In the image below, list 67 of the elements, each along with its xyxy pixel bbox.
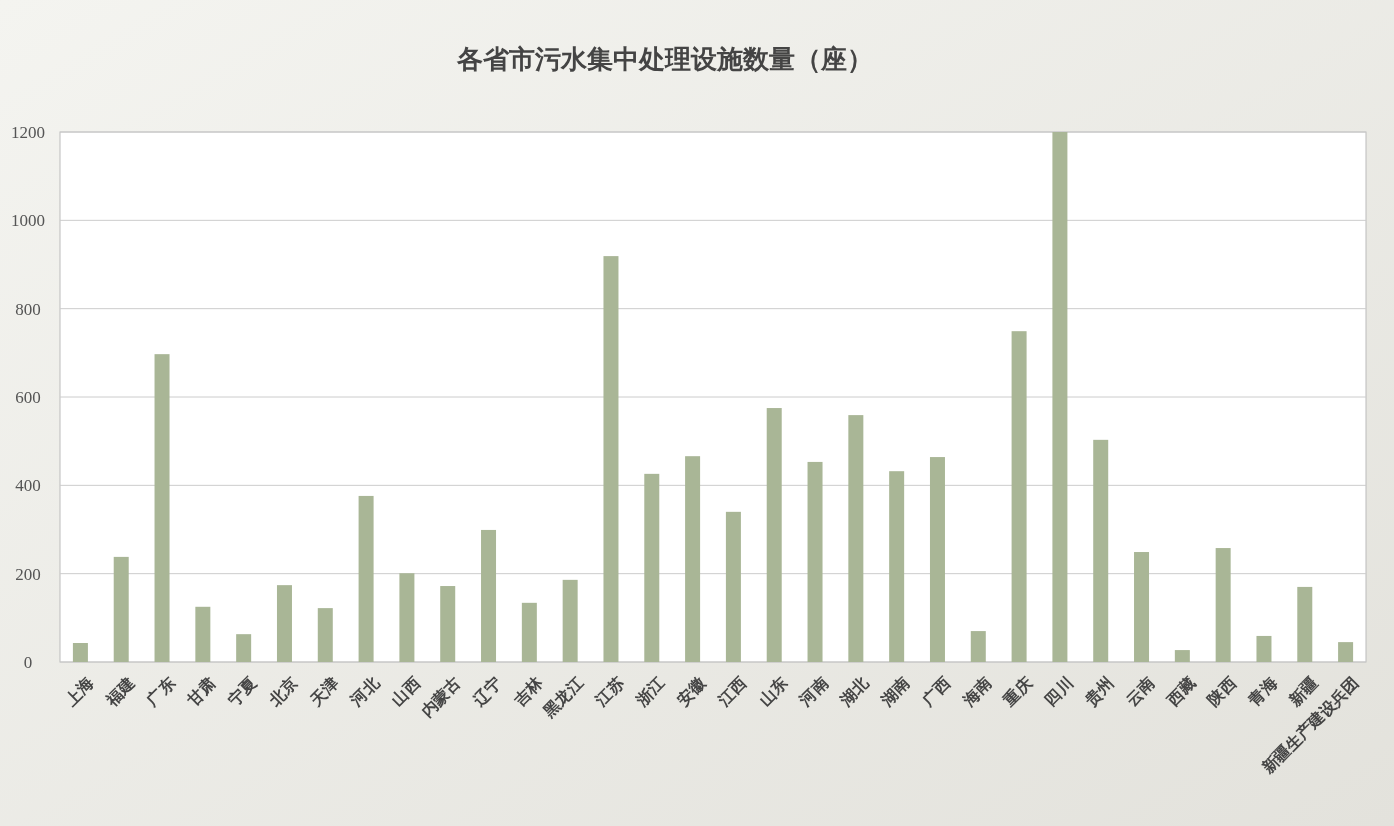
bar <box>521 602 537 662</box>
bar <box>603 256 619 662</box>
bar <box>113 556 129 662</box>
x-tick-label: 江西 <box>714 674 750 710</box>
x-tick-label: 山西 <box>388 674 423 709</box>
x-tick-label: 甘肃 <box>183 674 219 710</box>
x-tick-label: 北京 <box>265 674 301 710</box>
bar <box>1011 331 1027 662</box>
x-tick-label: 湖南 <box>877 674 913 710</box>
bar <box>1338 642 1354 662</box>
x-tick-label: 海南 <box>958 674 995 710</box>
y-tick-label: 200 <box>15 564 41 584</box>
bar <box>1134 552 1150 662</box>
x-tick-label: 陕西 <box>1204 674 1240 709</box>
bar <box>1052 132 1068 662</box>
bar <box>970 631 986 662</box>
bar <box>889 471 905 662</box>
x-tick-label: 四川 <box>1041 674 1076 709</box>
x-tick-label: 贵州 <box>1081 674 1118 711</box>
y-tick-label: 400 <box>15 476 41 496</box>
x-tick-label: 广西 <box>918 674 954 710</box>
bar <box>317 608 333 662</box>
bar <box>236 634 252 662</box>
bar <box>1093 439 1109 662</box>
x-tick-label: 宁夏 <box>224 673 260 709</box>
x-tick-label: 江苏 <box>591 674 628 710</box>
bar <box>276 585 292 662</box>
x-tick-label: 广东 <box>142 674 179 710</box>
x-tick-label: 西藏 <box>1163 674 1199 710</box>
x-tick-label: 安徽 <box>673 672 710 709</box>
bar <box>807 461 823 662</box>
bar <box>358 495 374 662</box>
bar <box>481 529 497 662</box>
x-tick-label: 河北 <box>346 673 383 710</box>
bar <box>562 579 578 662</box>
y-tick-label: 800 <box>15 299 41 319</box>
x-tick-label: 福建 <box>101 674 138 710</box>
x-tick-label: 山东 <box>755 674 791 709</box>
bar <box>725 511 741 662</box>
x-tick-label: 上海 <box>61 674 97 710</box>
x-tick-label: 辽宁 <box>468 673 505 710</box>
y-tick-label: 0 <box>23 653 33 672</box>
bar <box>929 457 945 662</box>
chart-title: 各省市污水集中处理设施数量（座） <box>456 45 873 74</box>
bar <box>1174 650 1190 662</box>
bar <box>1297 586 1313 662</box>
bar <box>848 415 864 662</box>
x-tick-label: 湖北 <box>836 673 873 710</box>
bar <box>195 606 211 662</box>
x-tick-label: 青海 <box>1244 674 1281 710</box>
y-tick-label: 1200 <box>11 123 45 142</box>
bar <box>399 573 415 662</box>
y-tick-label: 600 <box>15 388 41 407</box>
x-tick-label: 重庆 <box>999 674 1036 710</box>
bar <box>685 456 701 662</box>
bar <box>766 408 782 662</box>
x-tick-label: 天津 <box>305 674 342 710</box>
y-tick-label: 1000 <box>11 211 45 231</box>
x-tick-label: 云南 <box>1122 674 1158 709</box>
bar <box>1215 548 1231 662</box>
bar <box>440 586 456 662</box>
bar <box>154 354 170 662</box>
bar <box>1256 635 1272 662</box>
bar <box>644 473 660 662</box>
x-tick-label: 浙江 <box>632 674 668 710</box>
x-tick-label: 河南 <box>795 674 832 710</box>
bar <box>72 643 88 662</box>
